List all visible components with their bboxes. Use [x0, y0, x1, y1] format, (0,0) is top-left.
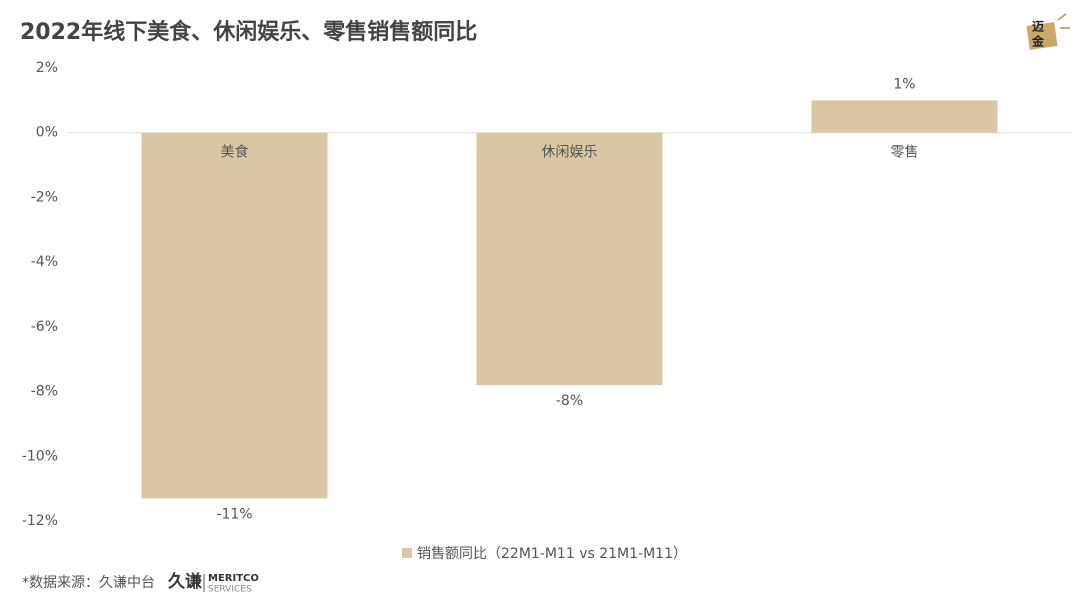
logo-ray	[1057, 13, 1067, 21]
category-label: 零售	[891, 145, 919, 161]
y-tick-label: -6%	[31, 319, 58, 335]
bar	[141, 132, 328, 499]
bar	[811, 100, 998, 133]
value-label: -11%	[216, 506, 252, 522]
y-tick-label: 2%	[36, 60, 58, 76]
category-label: 美食	[221, 144, 249, 161]
source-logo-brand: MERITCO	[208, 573, 259, 584]
value-label: -8%	[556, 393, 583, 409]
logo-text: 金	[1031, 34, 1045, 49]
logo-mark	[1026, 22, 1058, 50]
legend-label: 销售额同比（22M1-M11 vs 21M1-M11）	[417, 546, 687, 562]
y-tick-label: -8%	[31, 384, 58, 400]
y-tick-label: -2%	[31, 189, 58, 205]
y-tick-label: -10%	[22, 448, 58, 464]
chart-title: 2022年线下美食、休闲娱乐、零售销售额同比	[20, 19, 477, 45]
source-note: *数据来源：久谦中台	[22, 575, 155, 591]
value-label: 1%	[893, 76, 915, 92]
bar	[476, 132, 663, 386]
source-logo: 久谦	[168, 571, 202, 592]
y-tick-label: -12%	[22, 513, 58, 529]
legend-swatch	[402, 548, 412, 558]
category-label: 休闲娱乐	[542, 145, 598, 161]
source-logo-sub: SERVICES	[208, 585, 252, 595]
y-tick-label: -4%	[31, 254, 58, 270]
logo-text: 迈	[1032, 20, 1044, 34]
y-tick-label: 0%	[36, 125, 58, 141]
